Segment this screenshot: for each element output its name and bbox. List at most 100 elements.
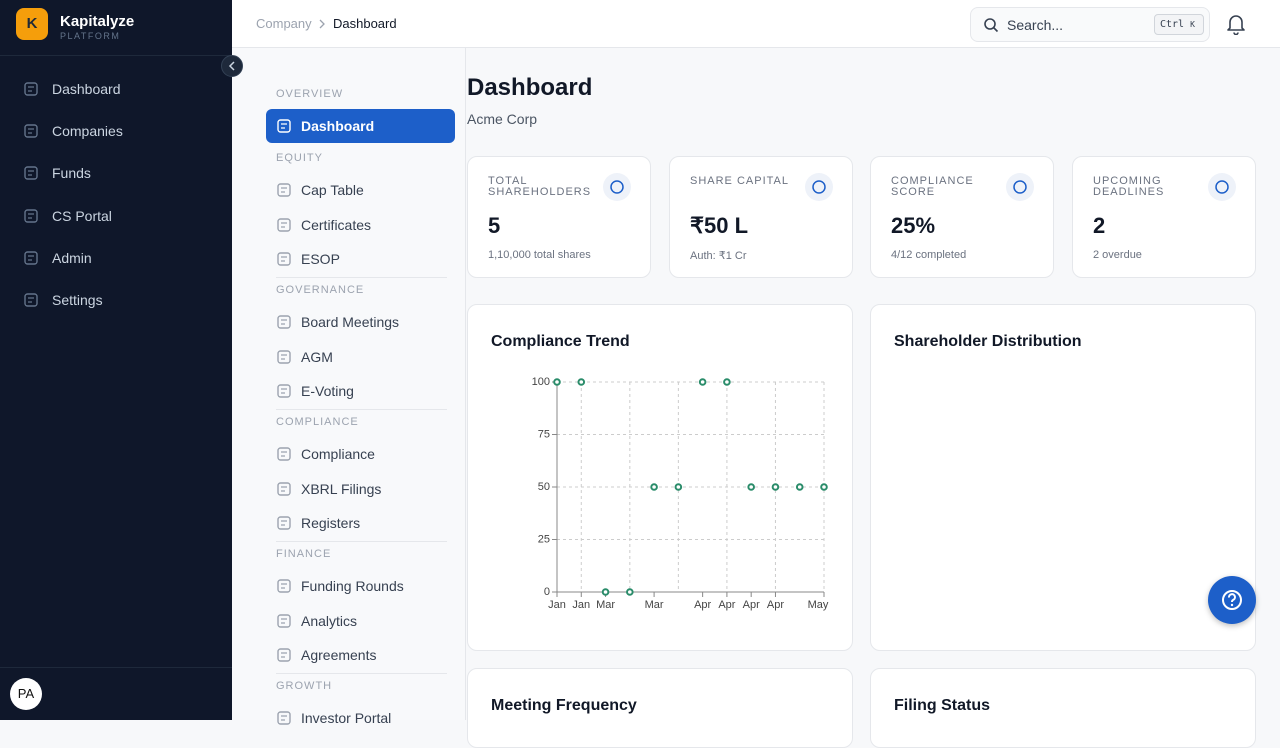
icon: [277, 183, 291, 197]
sub-nav-item[interactable]: ESOP: [301, 251, 340, 267]
icon-shape: [277, 349, 291, 364]
panel-card: Filing Status: [870, 668, 1256, 748]
icon-shape: [610, 180, 624, 194]
icon-shape: [277, 613, 291, 628]
icon-shape: [281, 221, 287, 228]
logo: K: [16, 8, 48, 40]
icon-shape: [277, 711, 291, 725]
nav-item[interactable]: Settings: [52, 292, 103, 308]
y-tick-label: 100: [532, 376, 550, 388]
panel-title: Filing Status: [894, 697, 990, 714]
icon: [277, 119, 291, 133]
icon: [277, 217, 291, 232]
icon-shape: [281, 353, 287, 360]
section-label: GOVERNANCE: [276, 284, 365, 296]
nav-item[interactable]: Admin: [52, 249, 92, 266]
point: [650, 483, 658, 491]
stat-card: SHARE CAPITAL ₹50 L Auth: ₹1 Cr: [669, 156, 853, 278]
point: [577, 378, 586, 386]
breadcrumb-item[interactable]: Company: [256, 16, 312, 31]
icon-shape: [28, 297, 34, 303]
page-title: Dashboard: [467, 74, 593, 101]
divider: [0, 55, 232, 56]
icon: [24, 293, 38, 307]
avatar[interactable]: PA: [10, 678, 42, 710]
section-label: FINANCE: [276, 548, 332, 560]
sub-nav-item[interactable]: Board Meetings: [301, 314, 400, 330]
sub-nav-item[interactable]: AGM: [301, 348, 333, 365]
sub-nav-item[interactable]: Investor Portal: [301, 710, 392, 726]
icon: [277, 481, 291, 496]
sub-nav-item[interactable]: Registers: [301, 515, 361, 531]
icon: [277, 315, 291, 329]
stat-icon: [1006, 173, 1034, 201]
divider: [0, 667, 232, 668]
x-tick-label: Apr: [743, 599, 760, 611]
x-tick-label: Apr: [767, 599, 784, 611]
nav-item[interactable]: CS Portal: [52, 207, 112, 224]
nav-item[interactable]: Companies: [52, 123, 123, 140]
sub-nav-item[interactable]: XBRL Filings: [301, 480, 382, 497]
icon: [24, 124, 38, 138]
icon: [277, 252, 291, 266]
icon: [277, 349, 291, 364]
sub-nav-item[interactable]: E-Voting: [301, 383, 354, 399]
icon: [24, 208, 38, 223]
sub-nav-item[interactable]: Certificates: [301, 216, 372, 233]
kbd: Ctrl: [1160, 19, 1185, 30]
collapse-button[interactable]: [221, 55, 243, 77]
sub-nav-item[interactable]: Analytics: [301, 612, 358, 629]
section-label: EQUITY: [276, 152, 323, 164]
sub-sidebar: OVERVIEW Dashboard EQUITY Cap Table Certific…: [232, 48, 466, 726]
sub-nav-item[interactable]: Funding Rounds: [301, 578, 404, 594]
icon-shape: [277, 579, 291, 593]
sub-nav-item[interactable]: Cap Table: [301, 182, 364, 198]
icon-shape: [281, 256, 287, 262]
icon: [277, 384, 291, 398]
stat-note: 1,10,000 total shares: [488, 249, 591, 261]
icon: [1013, 180, 1027, 194]
x-tick-label: May: [808, 599, 829, 611]
y-tick-label: 25: [538, 533, 550, 545]
icon-shape: [277, 447, 291, 461]
icon-shape: [277, 217, 291, 232]
panel-title: Shareholder Distribution: [894, 333, 1082, 350]
icon: [24, 82, 38, 96]
sub-nav-item[interactable]: Compliance: [301, 446, 375, 462]
sub-nav-item[interactable]: Dashboard: [301, 118, 375, 134]
icon-shape: [277, 183, 291, 197]
stat-card: COMPLIANCE SCORE 25% 4/12 completed: [870, 156, 1054, 278]
icon-shape: [281, 520, 287, 526]
icon-shape: [281, 319, 287, 325]
icon-shape: [277, 481, 291, 496]
sub-nav-item[interactable]: Agreements: [301, 647, 377, 663]
stat-value: 25%: [891, 213, 936, 238]
point: [747, 483, 755, 491]
divider: [276, 409, 447, 410]
nav-item[interactable]: Dashboard: [52, 81, 121, 97]
icon: [277, 711, 291, 725]
stat-icon: [1208, 173, 1236, 201]
icon: [277, 579, 291, 593]
point: [723, 378, 731, 386]
search-box[interactable]: Search... Ctrl K: [970, 7, 1210, 42]
y-tick-label: 0: [544, 586, 550, 598]
nav-item[interactable]: Funds: [52, 165, 91, 182]
stat-note: 4/12 completed: [891, 249, 967, 261]
icon-shape: [24, 124, 38, 138]
x-tick-label: Mar: [596, 599, 615, 611]
notifications[interactable]: [1226, 13, 1246, 35]
point: [626, 588, 634, 596]
icon: [1215, 180, 1229, 194]
chart-title: Compliance Trend: [491, 333, 630, 350]
x-tick-label: Jan: [572, 599, 590, 611]
icon: [277, 648, 291, 662]
icon-shape: [24, 82, 38, 96]
section-label: COMPLIANCE: [276, 416, 359, 428]
divider: [276, 541, 447, 542]
icon: [24, 166, 38, 181]
x-tick-label: Jan: [548, 599, 566, 611]
icon-shape: [24, 293, 38, 307]
icon-shape: [28, 170, 34, 177]
help-button[interactable]: [1208, 576, 1256, 624]
